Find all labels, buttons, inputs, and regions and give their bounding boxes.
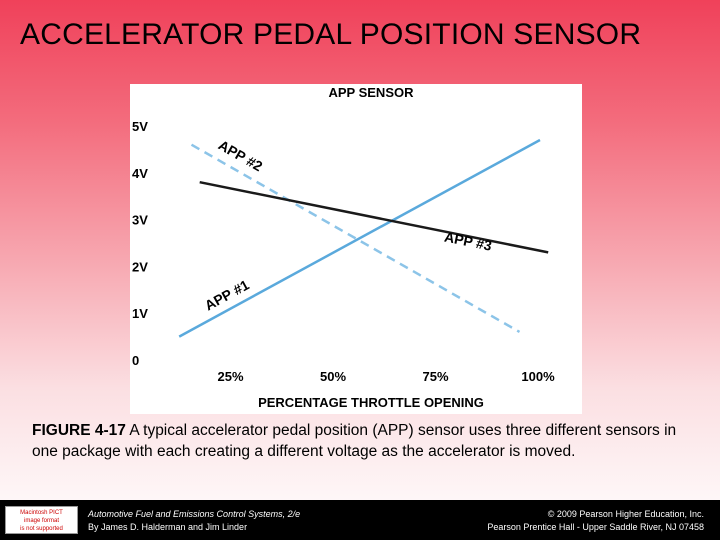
series-line-1: [178, 138, 541, 338]
series-lines: [178, 138, 549, 338]
badge-line-1: Macintosh PICT: [20, 510, 63, 516]
x-tick-label: 50%: [320, 369, 346, 384]
y-tick-label: 3V: [132, 213, 148, 228]
y-tick-label: 0: [132, 353, 139, 368]
y-axis-ticks: 0 1V 2V 3V 4V 5V: [132, 119, 148, 368]
figure-caption-text: A typical accelerator pedal position (AP…: [32, 422, 677, 460]
plot-area: [130, 84, 582, 372]
slide-title: ACCELERATOR PEDAL POSITION SENSOR: [20, 18, 642, 51]
y-tick-label: 2V: [132, 259, 148, 274]
footer-book-info: Automotive Fuel and Emissions Control Sy…: [88, 508, 300, 534]
x-tick-label: 25%: [217, 369, 243, 384]
chart-title: APP SENSOR: [328, 85, 414, 100]
chart-svg: APP SENSOR PERCENTAGE THROTTLE OPENING 0…: [130, 84, 582, 414]
figure-label: FIGURE 4-17: [32, 422, 126, 439]
x-axis-label: PERCENTAGE THROTTLE OPENING: [258, 395, 484, 410]
x-tick-label: 100%: [521, 369, 555, 384]
series-line-3: [199, 180, 549, 254]
badge-line-2: image format: [23, 518, 59, 524]
footer-publisher: Pearson Prentice Hall - Upper Saddle Riv…: [487, 522, 704, 532]
footer-authors: By James D. Halderman and Jim Linder: [88, 522, 248, 532]
y-tick-label: 4V: [132, 166, 148, 181]
footer-publisher-info: © 2009 Pearson Higher Education, Inc. Pe…: [487, 508, 704, 534]
x-tick-label: 75%: [422, 369, 448, 384]
y-tick-label: 1V: [132, 306, 148, 321]
unsupported-image-badge: Macintosh PICT image format is not suppo…: [5, 506, 78, 534]
footer-book-title: Automotive Fuel and Emissions Control Sy…: [88, 509, 301, 519]
figure-caption: FIGURE 4-17 A typical accelerator pedal …: [32, 420, 682, 462]
badge-line-3: is not supported: [20, 526, 63, 532]
app-sensor-chart: APP SENSOR PERCENTAGE THROTTLE OPENING 0…: [130, 84, 582, 414]
y-tick-label: 5V: [132, 119, 148, 134]
footer-bar: Macintosh PICT image format is not suppo…: [0, 500, 720, 540]
x-axis-ticks: 25% 50% 75% 100%: [217, 369, 555, 384]
series-line-2: [190, 143, 521, 333]
footer-copyright: © 2009 Pearson Higher Education, Inc.: [547, 509, 704, 519]
